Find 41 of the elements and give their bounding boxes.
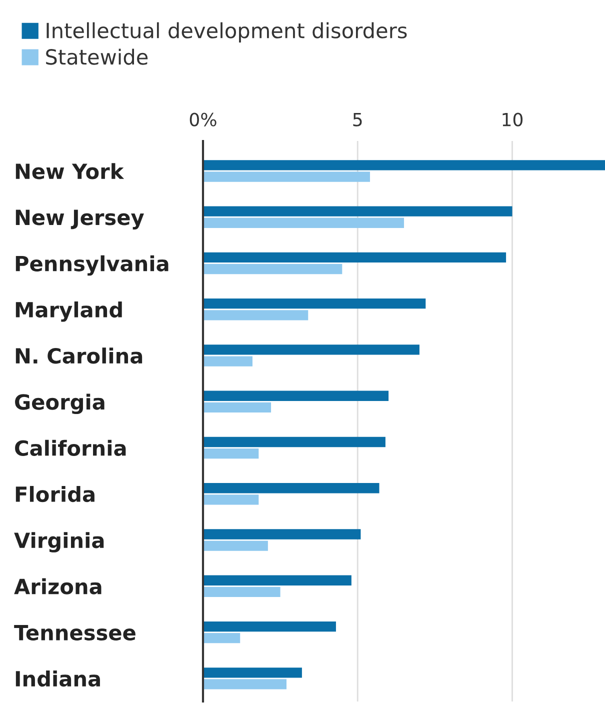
bar (203, 218, 404, 228)
x-tick-label: 5 (353, 112, 362, 126)
x-tick-label: 0% (190, 112, 216, 126)
bar (203, 448, 259, 459)
legend-label: Statewide (46, 48, 148, 65)
legend-label: Intellectual development disorders (46, 22, 407, 42)
bar (203, 390, 389, 401)
y-tick-label: Maryland (16, 301, 122, 322)
y-tick-label: Tennessee (14, 625, 136, 640)
y-tick-label: Florida (16, 486, 94, 502)
bar (203, 436, 386, 448)
x-tick-label: 10 (502, 112, 523, 126)
bar (203, 668, 302, 678)
bar (203, 172, 370, 182)
bar (203, 483, 380, 494)
bar (203, 310, 308, 320)
bar (203, 621, 336, 632)
bar (203, 632, 240, 644)
y-tick-label: Pennsylvania (16, 255, 168, 276)
y-tick-label: California (15, 440, 126, 456)
bar (203, 575, 352, 586)
bar (203, 252, 506, 263)
bar (203, 264, 342, 274)
bar (203, 529, 361, 540)
bar (203, 206, 512, 216)
y-tick-label: Arizona (14, 578, 102, 594)
bar (203, 344, 420, 355)
bar (203, 298, 426, 309)
bar (203, 586, 280, 597)
y-tick-label: N. Carolina (16, 348, 142, 364)
bar (203, 356, 252, 366)
bar (203, 402, 272, 412)
bar (203, 160, 605, 170)
y-tick-label: New York (16, 163, 124, 180)
bar (203, 679, 286, 690)
bar (203, 494, 259, 505)
y-tick-label: Georgia (15, 394, 104, 414)
y-tick-label: New Jersey (16, 210, 144, 230)
y-tick-label: Virginia (14, 532, 104, 552)
y-tick-label: Indiana (16, 670, 100, 687)
bar (203, 540, 268, 551)
